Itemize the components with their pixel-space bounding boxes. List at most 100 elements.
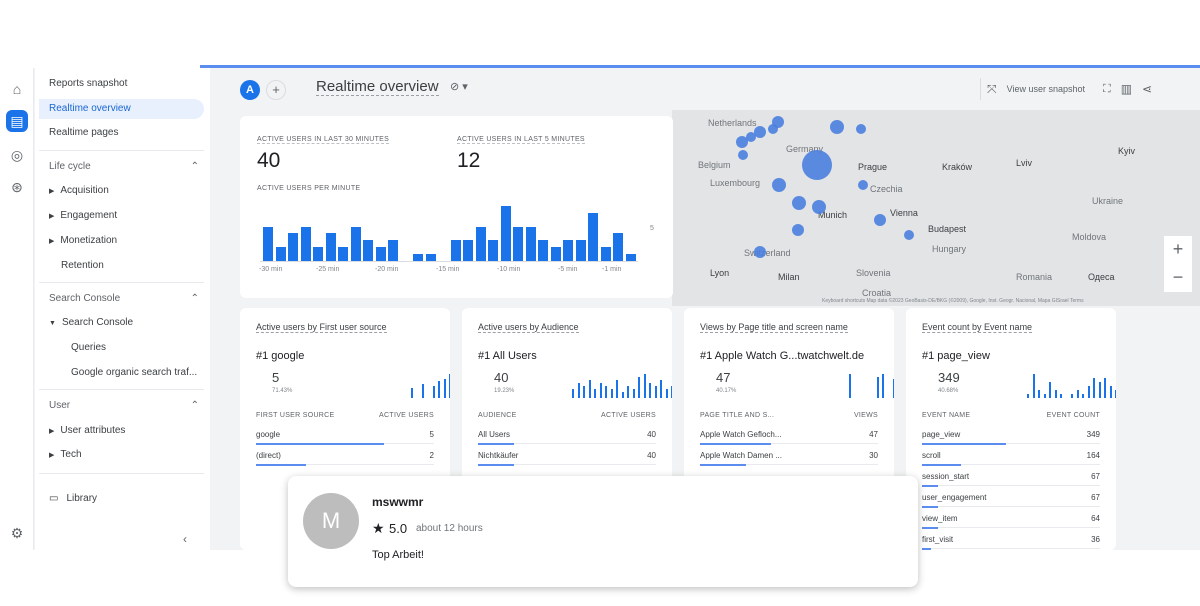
reports-icon[interactable]: ▤ [6,110,28,132]
chevron-up-icon: ⌃ [190,400,199,411]
settings-gear-icon[interactable]: ⚙ [10,524,24,541]
nav-google-organic-search[interactable]: Google organic search traf... [71,367,198,378]
map-zoom-out-button[interactable]: − [1164,264,1192,292]
nav-realtime-overview[interactable]: Realtime overview [39,99,204,119]
row-divider [922,506,1100,507]
realtime-map[interactable]: Netherlands Germany Belgium Luxembourg Pragu… [672,110,1200,306]
explore-icon[interactable]: ◎ [10,146,24,163]
map-user-bubble[interactable] [812,200,826,214]
per-minute-bar [463,240,473,261]
review-popup[interactable]: M mswwmr ★ 5.0 about 12 hours Top Arbeit… [288,476,918,587]
reviewer-avatar: M [303,493,359,549]
card-title-dropdown[interactable]: Views by Page title and screen name [700,322,848,333]
map-user-bubble[interactable] [830,120,844,134]
map-zoom-in-button[interactable]: + [1164,236,1192,264]
row-label: scroll [922,451,941,460]
table-row[interactable]: Apple Watch Damen ... 30 [700,451,878,466]
map-user-bubble[interactable] [856,124,866,134]
icon-rail: ⌂ ▤ ◎ ⊛ ⚙ [0,68,34,550]
nav-search-console[interactable]: ▼ Search Console [49,313,133,333]
per-minute-bar [351,227,361,261]
per-minute-bar [526,227,536,261]
sparkline-bar [621,392,624,398]
table-row[interactable]: page_view 349 [922,430,1100,445]
nav-divider [39,150,204,151]
view-user-snapshot-button[interactable]: View user snapshot [1006,84,1085,94]
per-minute-bar [426,254,436,261]
caret-right-icon: ▶ [49,428,55,435]
reports-nav: Reports snapshot Realtime overview Realt… [35,68,210,550]
map-user-bubble[interactable] [736,136,748,148]
columns-icon[interactable]: ▥ [1120,82,1133,96]
nav-retention[interactable]: Retention [61,260,104,271]
nav-user-attributes[interactable]: ▶ User attributes [49,421,125,441]
map-user-bubble[interactable] [792,224,804,236]
row-value: 67 [1091,472,1100,481]
card-title-dropdown[interactable]: Event count by Event name [922,322,1033,333]
nav-queries[interactable]: Queries [71,342,107,353]
nav-reports-snapshot[interactable]: Reports snapshot [49,78,128,89]
card-title-dropdown[interactable]: Active users by Audience [478,322,579,333]
map-user-bubble[interactable] [772,178,786,192]
nav-section-lifecycle[interactable]: Life cycle ⌃ [49,161,199,172]
share-icon[interactable]: ⋖ [1142,82,1153,96]
map-user-bubble[interactable] [738,150,748,160]
column-header: ACTIVE USERS [601,412,656,419]
per-minute-bar [263,227,273,261]
nav-tech[interactable]: ▶ Tech [49,445,82,465]
collapse-chevron-icon[interactable]: ‹ [183,532,187,546]
map-label-luxembourg: Luxembourg [710,178,761,188]
map-user-bubble[interactable] [874,214,886,226]
nav-divider [39,389,204,390]
table-row[interactable]: user_engagement 67 [922,493,1100,508]
sparkline-bar [410,388,413,398]
table-row[interactable]: google 5 [256,430,434,445]
table-row[interactable]: Apple Watch Gefloch... 47 [700,430,878,445]
per-minute-bar [476,227,486,261]
nav-section-user[interactable]: User ⌃ [49,400,199,411]
table-row[interactable]: scroll 164 [922,451,1100,466]
nav-monetization[interactable]: ▶ Monetization [49,231,117,251]
nav-engagement[interactable]: ▶ Engagement [49,206,117,226]
map-user-bubble[interactable] [768,124,778,134]
title-status-dropdown[interactable]: ⊘ ▾ [450,80,468,93]
table-row[interactable]: first_visit 36 [922,535,1100,550]
map-user-bubble[interactable] [792,196,806,210]
map-label-lyon: Lyon [710,268,730,278]
nav-section-search-console[interactable]: Search Console ⌃ [49,293,199,304]
home-icon[interactable]: ⌂ [12,81,22,97]
map-user-bubble[interactable] [802,150,832,180]
row-value: 2 [429,451,434,460]
row-label: (direct) [256,451,281,460]
nav-acquisition[interactable]: ▶ Acquisition [49,181,109,201]
table-row[interactable]: Nichtkäufer 40 [478,451,656,466]
sparkline-bar [1049,382,1051,398]
map-user-bubble[interactable] [858,180,868,190]
loading-bar [200,65,1200,68]
add-comparison-button[interactable]: + [266,80,286,100]
row-value: 47 [869,430,878,439]
map-user-bubble[interactable] [746,132,756,142]
x-tick-label: -30 min [259,266,283,273]
map-label-belgium: Belgium [698,160,731,170]
nav-realtime-pages[interactable]: Realtime pages [49,127,119,138]
map-user-bubble[interactable] [754,246,766,258]
map-user-bubble[interactable] [904,230,914,240]
per-minute-bar [551,247,561,261]
comparison-avatar[interactable]: A [240,80,260,100]
nav-library[interactable]: ▭ Library [49,489,97,509]
active-users-30-value: 40 [257,149,281,172]
table-row[interactable]: (direct) 2 [256,451,434,466]
map-user-bubble[interactable] [754,126,766,138]
fullscreen-icon[interactable]: ⛶ [1103,82,1111,95]
map-user-bubble[interactable] [772,116,784,128]
advertising-icon[interactable]: ⊛ [11,178,23,195]
per-minute-bar [563,240,573,261]
card-top-percent: 71.43% [272,388,293,394]
table-row[interactable]: session_start 67 [922,472,1100,487]
row-label: Apple Watch Gefloch... [700,430,782,439]
table-row[interactable]: view_item 64 [922,514,1100,529]
card-title-dropdown[interactable]: Active users by First user source [256,322,387,333]
top-margin [0,0,1200,66]
table-row[interactable]: All Users 40 [478,430,656,445]
